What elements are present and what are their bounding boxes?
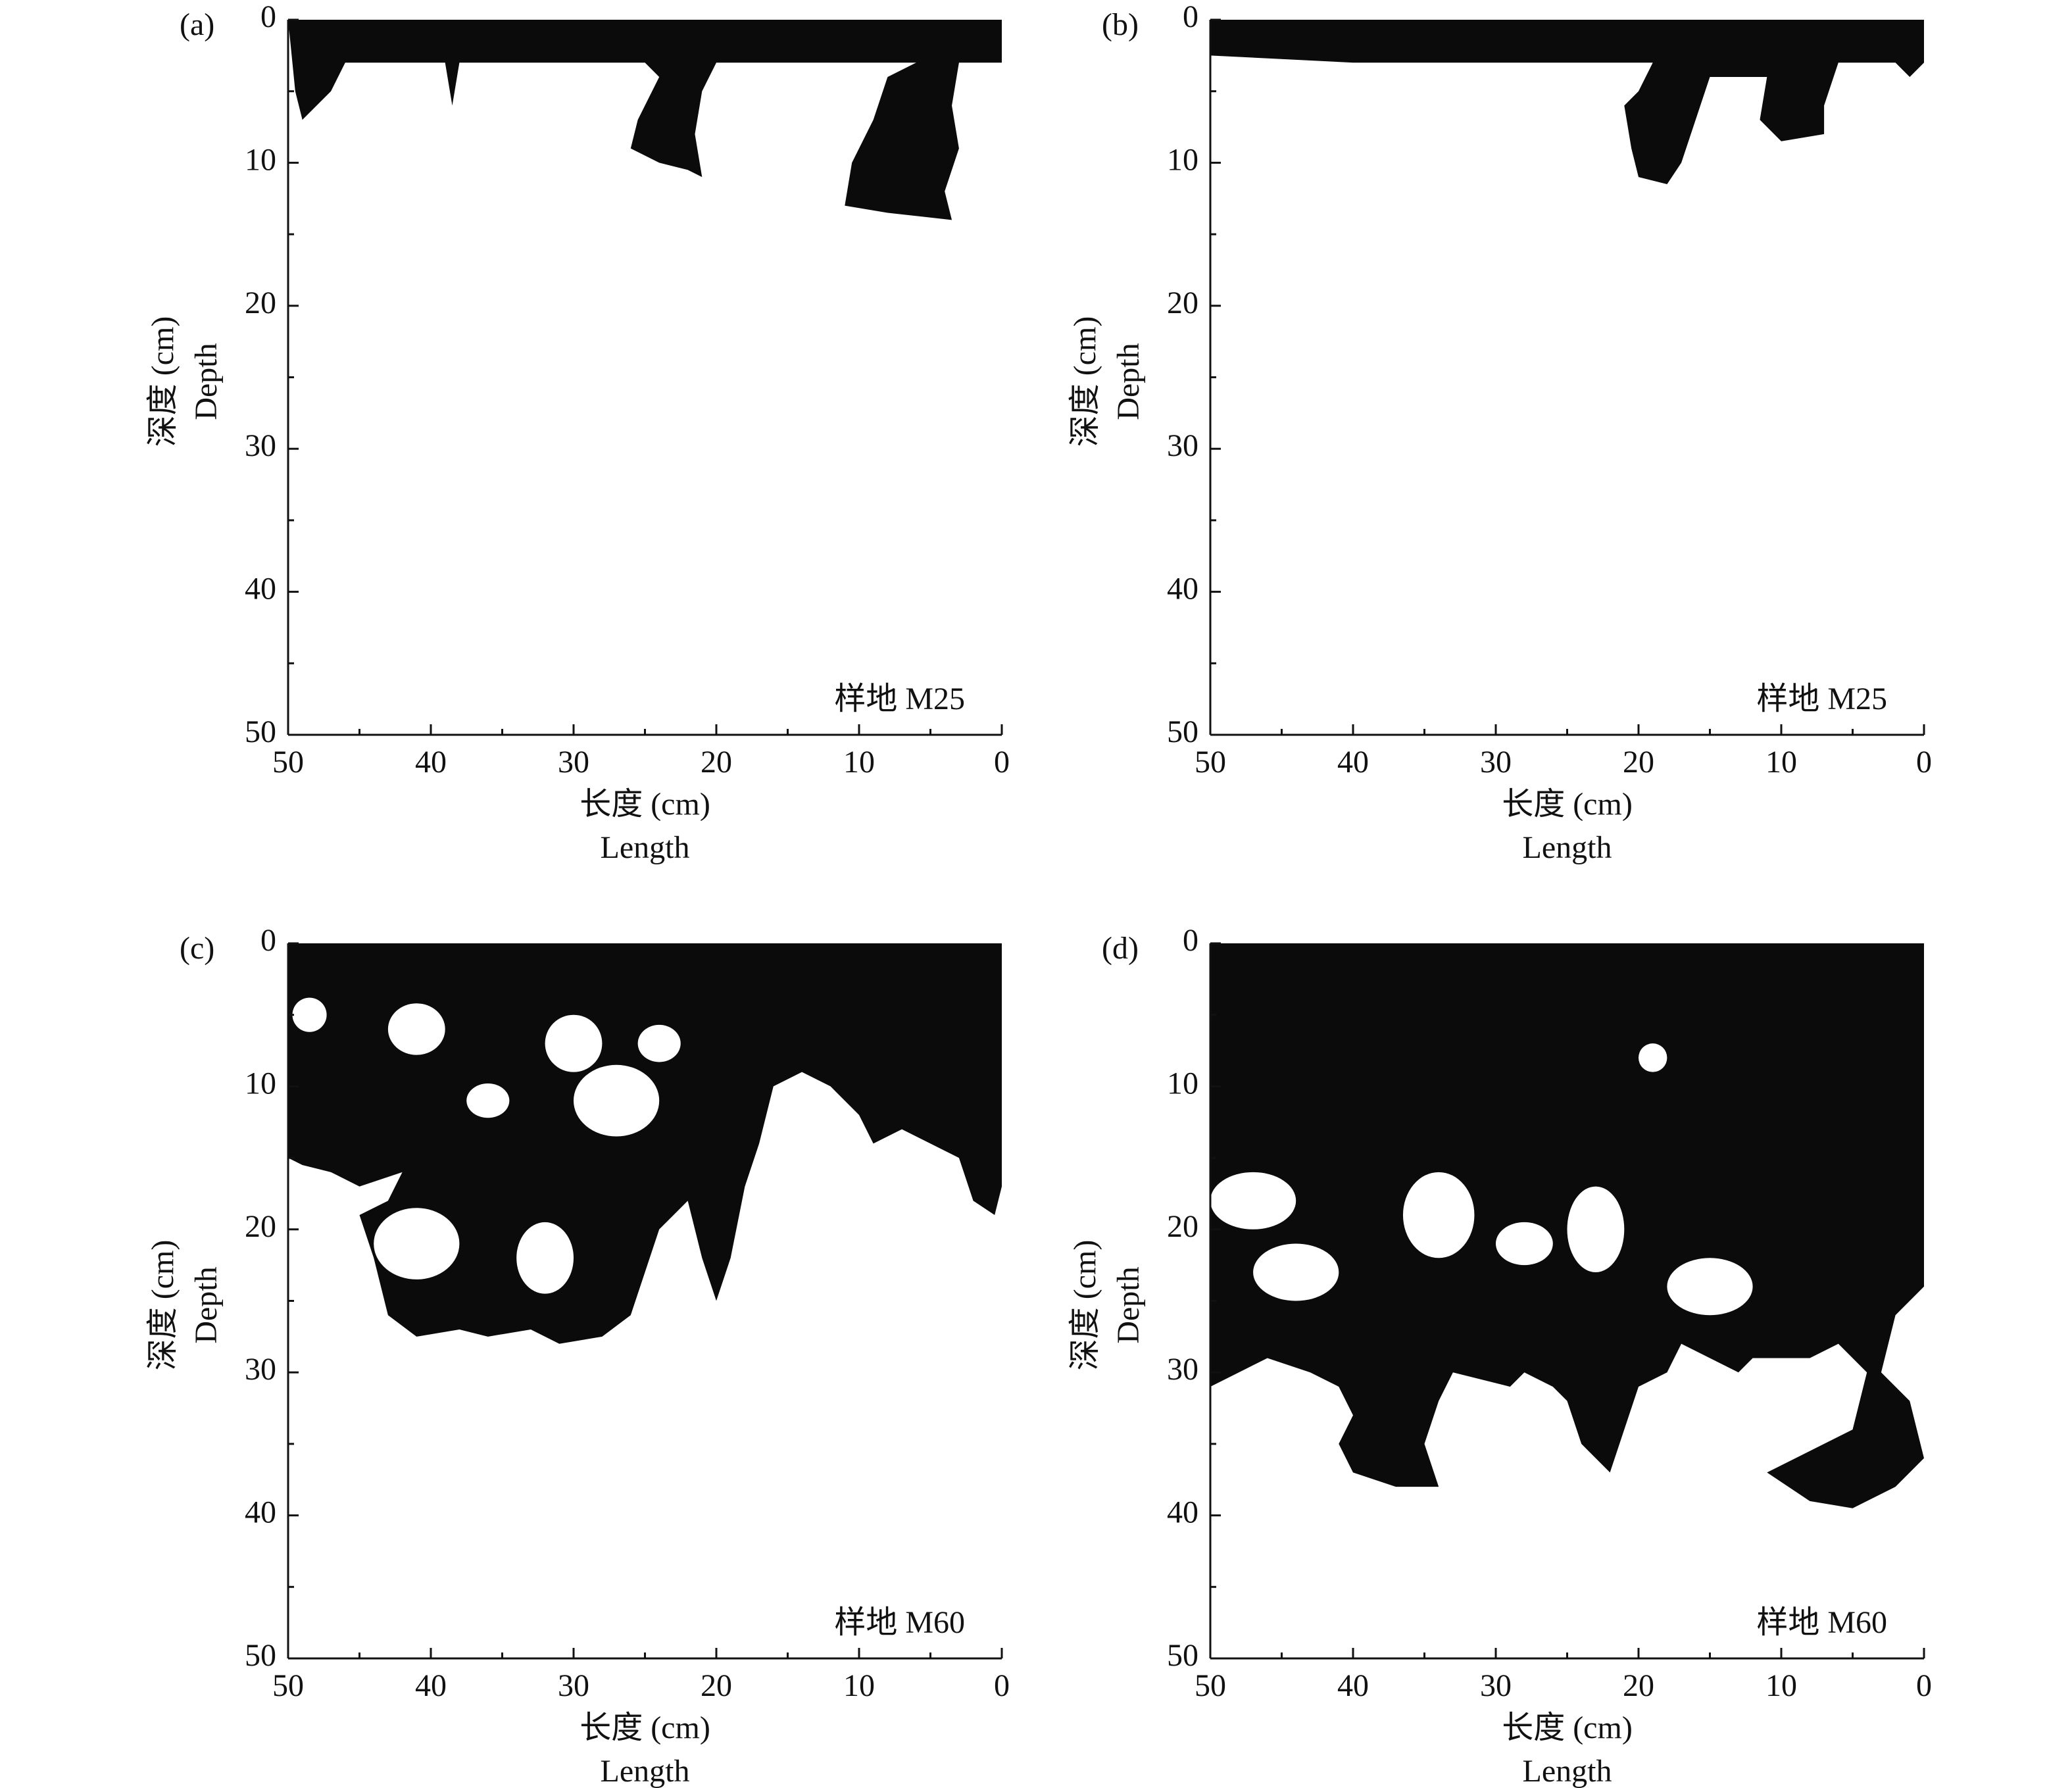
y-tick-label: 40 [245,1495,276,1530]
y-tick-label: 40 [1167,572,1198,607]
x-tick-label: 20 [701,745,732,780]
y-axis-label: 深度 (cm) [145,1240,180,1371]
y-tick-label: 20 [1167,1209,1198,1244]
y-tick-label: 40 [1167,1495,1198,1530]
y-tick-label: 30 [1167,1352,1198,1387]
y-tick-label: 10 [1167,142,1198,177]
x-tick-label: 50 [272,1668,304,1703]
x-tick-label: 10 [843,745,875,780]
x-tick-label: 40 [1337,1668,1369,1703]
y-tick-label: 50 [1167,714,1198,749]
panel-label: (d) [1102,931,1139,966]
x-tick-label: 50 [272,745,304,780]
stain-image [1210,20,1924,185]
y-tick-label: 0 [260,0,276,34]
x-tick-label: 10 [1765,745,1797,780]
x-axis-label: 长度 (cm) [580,1710,710,1745]
y-tick-label: 50 [245,1638,276,1673]
x-tick-label: 40 [1337,745,1369,780]
y-tick-label: 0 [260,923,276,958]
x-axis-label-en: Length [601,830,690,865]
x-tick-label: 40 [415,1668,447,1703]
x-tick-label: 30 [558,745,589,780]
x-tick-label: 0 [994,1668,1010,1703]
y-axis-label: 深度 (cm) [1068,1240,1102,1371]
x-tick-label: 20 [1623,1668,1654,1703]
x-axis-label-en: Length [601,1754,690,1788]
y-tick-label: 20 [245,286,276,320]
y-axis-label-en: Depth [1111,343,1146,420]
y-axis-label-en: Depth [1111,1266,1146,1343]
y-tick-label: 30 [1167,428,1198,463]
x-tick-label: 30 [1480,1668,1512,1703]
y-axis-label: 深度 (cm) [1068,316,1102,447]
annotation: 样地 M25 [1756,682,1887,716]
y-tick-label: 10 [1167,1066,1198,1101]
stain-image [288,943,1002,1344]
y-axis-label-en: Depth [189,343,224,420]
x-axis-label: 长度 (cm) [1502,1710,1633,1745]
y-tick-label: 10 [245,142,276,177]
x-tick-label: 50 [1195,1668,1226,1703]
y-tick-label: 40 [245,572,276,607]
x-tick-label: 20 [1623,745,1654,780]
panel-label: (b) [1102,7,1139,42]
annotation: 样地 M25 [834,682,965,716]
y-tick-label: 0 [1183,0,1198,34]
stain-image [1210,943,1924,1508]
x-tick-label: 30 [558,1668,589,1703]
x-axis-label: 长度 (cm) [580,787,710,822]
x-axis-label-en: Length [1523,830,1612,865]
panel-label: (c) [180,931,214,966]
x-tick-label: 10 [843,1668,875,1703]
y-axis-label-en: Depth [189,1266,224,1343]
y-tick-label: 20 [1167,286,1198,320]
x-axis-label: 长度 (cm) [1502,787,1633,822]
stain-image [288,20,1002,220]
y-tick-label: 0 [1183,923,1198,958]
y-tick-label: 10 [245,1066,276,1101]
y-tick-label: 30 [245,1352,276,1387]
y-axis-label: 深度 (cm) [145,316,180,447]
x-tick-label: 0 [994,745,1010,780]
y-tick-label: 50 [245,714,276,749]
x-tick-label: 50 [1195,745,1226,780]
x-tick-label: 0 [1916,1668,1932,1703]
x-tick-label: 20 [701,1668,732,1703]
x-tick-label: 40 [415,745,447,780]
x-tick-label: 10 [1765,1668,1797,1703]
x-tick-label: 0 [1916,745,1932,780]
x-axis-label-en: Length [1523,1754,1612,1788]
annotation: 样地 M60 [834,1605,965,1640]
y-tick-label: 50 [1167,1638,1198,1673]
panel-label: (a) [180,7,214,42]
y-tick-label: 20 [245,1209,276,1244]
x-tick-label: 30 [1480,745,1512,780]
annotation: 样地 M60 [1756,1605,1887,1640]
y-tick-label: 30 [245,428,276,463]
